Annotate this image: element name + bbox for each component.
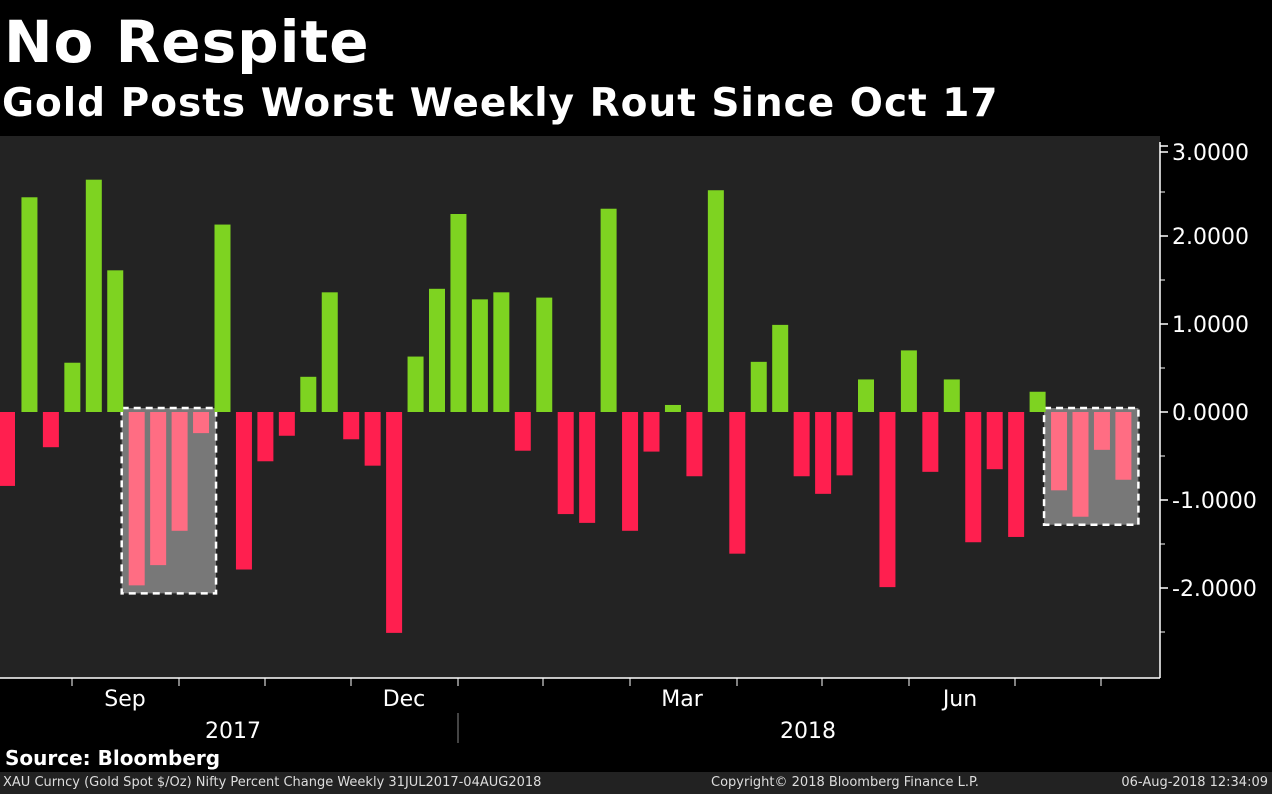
bar-46 — [965, 412, 982, 543]
bar-44 — [922, 412, 939, 472]
bar-9 — [171, 412, 188, 531]
bar-52 — [1093, 412, 1110, 450]
source-label: Source: Bloomberg — [5, 746, 221, 770]
bar-51 — [1072, 412, 1089, 517]
y-tick-label-4: -1.0000 — [1172, 489, 1257, 514]
bar-41 — [858, 379, 874, 412]
y-tick-label-5: -2.0000 — [1172, 577, 1257, 602]
bar-42 — [879, 412, 896, 588]
footer-bar: XAU Curncy (Gold Spot $/Oz) Nifty Percen… — [0, 772, 1272, 794]
bar-4 — [64, 362, 81, 412]
y-tick-label-2: 1.0000 — [1172, 313, 1249, 338]
bar-48 — [1008, 412, 1025, 537]
footer-timestamp: 06-Aug-2018 12:34:09 — [1121, 775, 1268, 790]
bar-8 — [150, 412, 167, 566]
chart-title: No Respite — [4, 8, 370, 76]
bar-35 — [729, 412, 746, 554]
bar-18 — [364, 412, 381, 466]
bar-25 — [514, 412, 531, 451]
chart-subtitle: Gold Posts Worst Weekly Rout Since Oct 1… — [2, 81, 999, 126]
bar-28 — [579, 412, 596, 523]
bar-17 — [343, 412, 360, 440]
bar-23 — [471, 299, 488, 412]
bar-38 — [793, 412, 810, 477]
bar-1 — [0, 412, 15, 486]
x-month-label-2: Mar — [661, 687, 703, 712]
footer-copyright: Copyright© 2018 Bloomberg Finance L.P. — [711, 775, 979, 790]
bar-39 — [815, 412, 832, 494]
bar-40 — [836, 412, 853, 476]
bar-50 — [1051, 412, 1068, 491]
bar-33 — [686, 412, 703, 477]
y-tick-label-3: 0.0000 — [1172, 401, 1249, 426]
bar-30 — [622, 412, 639, 531]
bar-7 — [128, 412, 145, 586]
bar-22 — [450, 214, 467, 412]
bar-27 — [557, 412, 574, 515]
bar-12 — [235, 412, 252, 570]
y-tick-label-1: 2.0000 — [1172, 225, 1249, 250]
footer-description: XAU Curncy (Gold Spot $/Oz) Nifty Percen… — [3, 775, 542, 790]
bar-49 — [1029, 391, 1046, 412]
bar-26 — [536, 297, 553, 412]
x-year-label-0: 2017 — [205, 719, 261, 744]
bar-11 — [214, 224, 231, 412]
bar-47 — [986, 412, 1003, 470]
bar-14 — [278, 412, 295, 436]
bar-31 — [643, 412, 660, 452]
bar-2 — [21, 197, 38, 412]
bar-16 — [321, 292, 338, 412]
bar-53 — [1115, 412, 1132, 480]
bar-10 — [193, 412, 210, 434]
bar-3 — [42, 412, 59, 448]
x-month-label-0: Sep — [104, 687, 145, 712]
bar-13 — [257, 412, 274, 462]
bar-34 — [707, 190, 724, 412]
y-tick-label-0: 3.0000 — [1172, 141, 1249, 166]
x-year-label-1: 2018 — [780, 719, 836, 744]
bar-37 — [772, 324, 789, 412]
x-month-label-3: Jun — [941, 687, 977, 712]
bar-29 — [600, 208, 617, 412]
bar-15 — [300, 376, 317, 412]
bar-32 — [664, 404, 681, 412]
bar-5 — [85, 179, 102, 412]
bar-6 — [107, 270, 124, 412]
bar-45 — [943, 379, 960, 412]
bar-20 — [407, 356, 424, 412]
x-month-label-1: Dec — [383, 687, 426, 712]
bar-24 — [493, 292, 510, 412]
bar-19 — [386, 412, 403, 633]
bar-43 — [900, 350, 917, 412]
bar-36 — [750, 361, 767, 412]
bar-21 — [429, 288, 445, 412]
bar-chart: 3.0000 2.0000 1.0000 0.0000 -1.0000 -2.0000 Se… — [0, 136, 1257, 744]
